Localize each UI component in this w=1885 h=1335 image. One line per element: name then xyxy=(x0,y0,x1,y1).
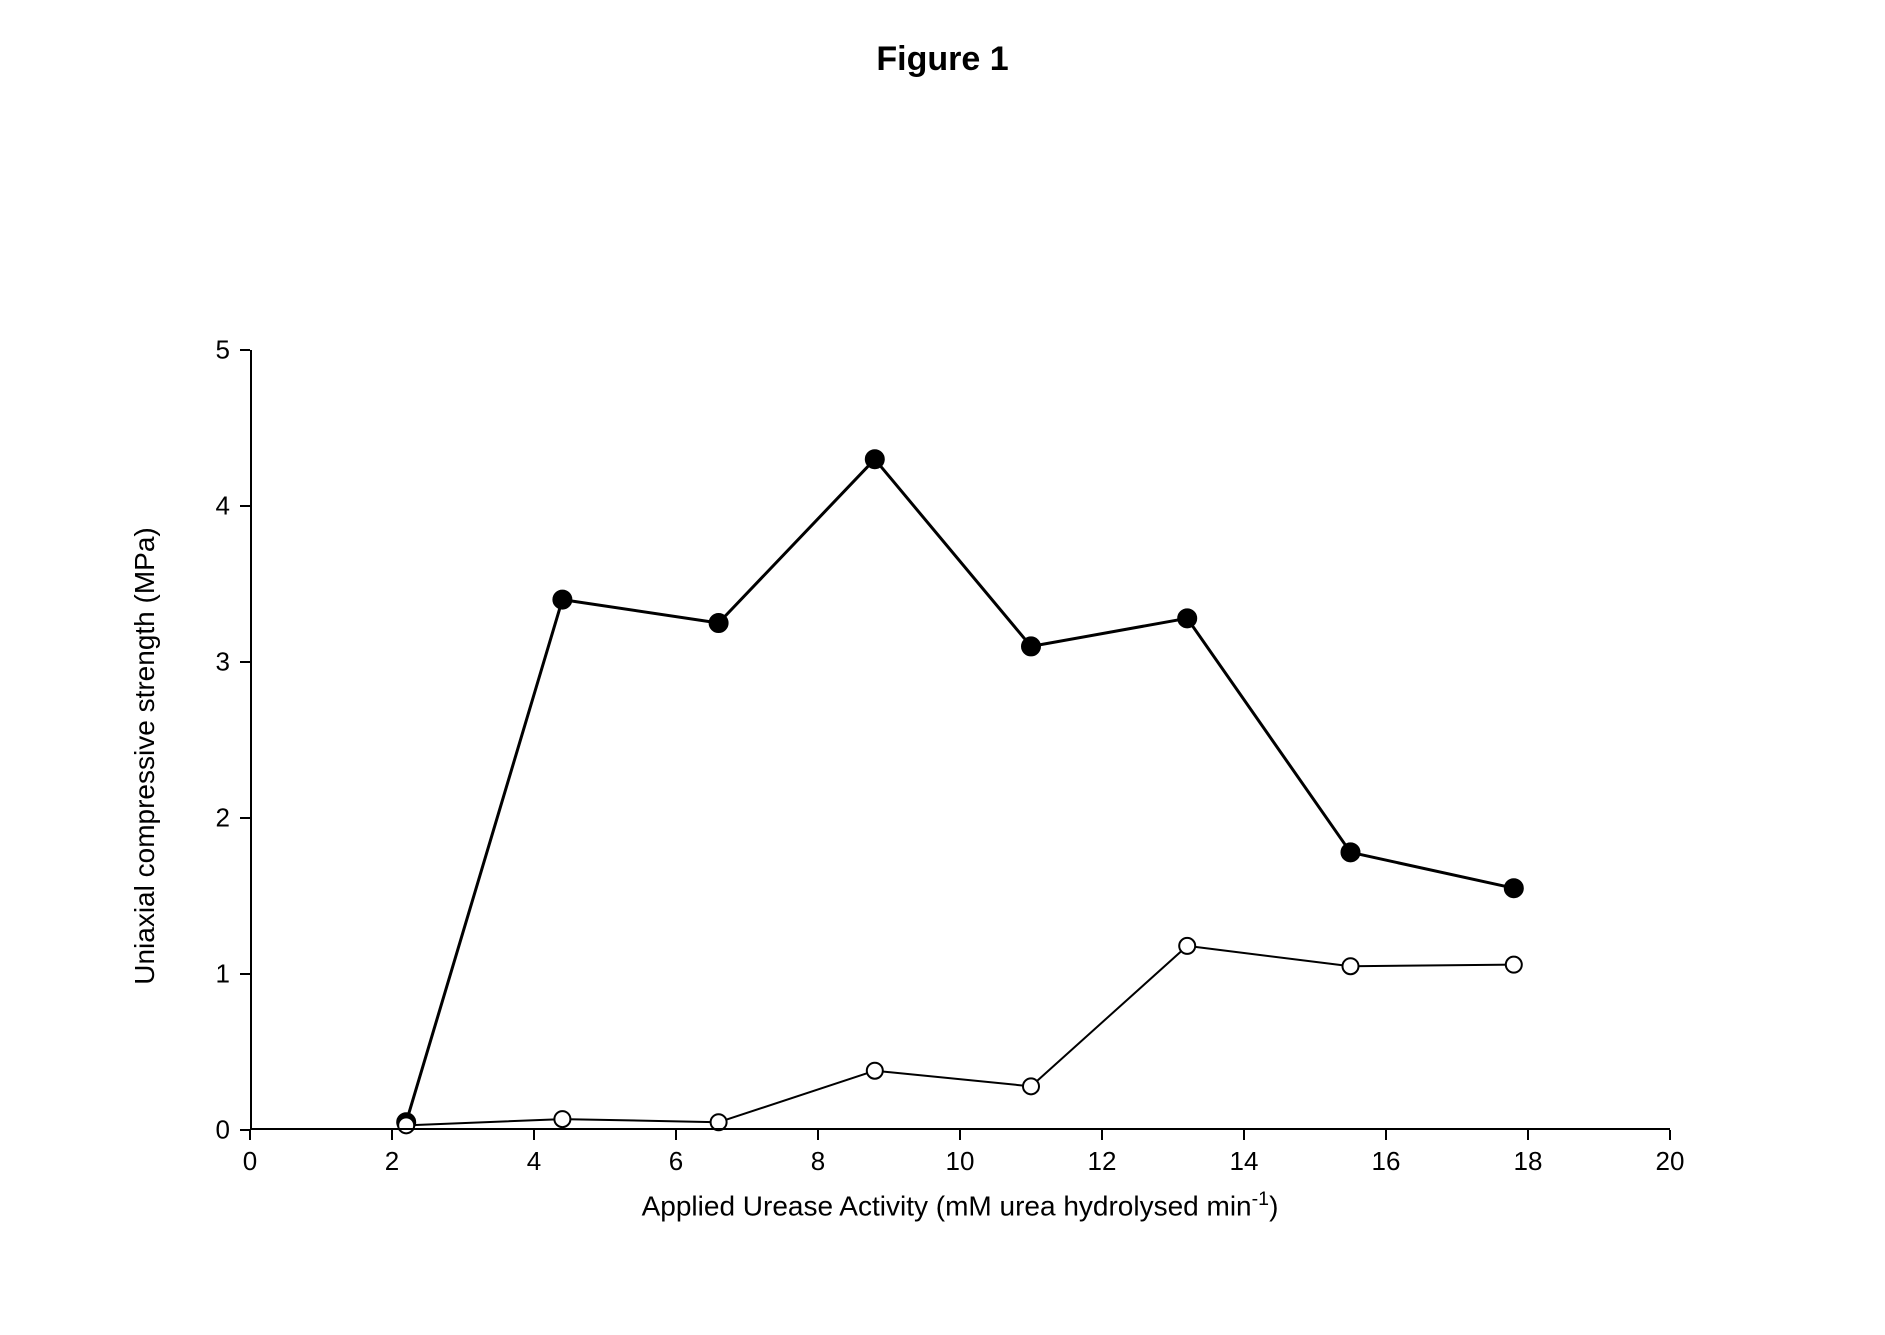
x-tick-label: 4 xyxy=(527,1146,541,1177)
x-tick-label: 0 xyxy=(243,1146,257,1177)
series-marker-open xyxy=(1343,958,1359,974)
y-tick-label: 1 xyxy=(200,959,230,990)
y-tick xyxy=(240,505,250,507)
x-tick-label: 10 xyxy=(946,1146,975,1177)
x-tick xyxy=(1243,1130,1245,1140)
x-tick xyxy=(249,1130,251,1140)
y-tick-label: 2 xyxy=(200,803,230,834)
y-tick xyxy=(240,661,250,663)
y-tick-label: 4 xyxy=(200,491,230,522)
series-marker-filled xyxy=(553,591,571,609)
x-tick-label: 16 xyxy=(1372,1146,1401,1177)
y-tick xyxy=(240,973,250,975)
series-marker-open xyxy=(1023,1078,1039,1094)
series-marker-open xyxy=(1179,938,1195,954)
y-tick xyxy=(240,1129,250,1131)
y-axis xyxy=(250,350,252,1130)
x-tick xyxy=(1669,1130,1671,1140)
y-tick-label: 0 xyxy=(200,1115,230,1146)
x-tick xyxy=(959,1130,961,1140)
plot-area xyxy=(250,350,1670,1130)
y-tick xyxy=(240,817,250,819)
figure-title: Figure 1 xyxy=(0,40,1885,79)
x-tick-label: 8 xyxy=(811,1146,825,1177)
y-axis-label: Uniaxial compressive strength (MPa) xyxy=(129,527,161,985)
series-marker-open xyxy=(1506,957,1522,973)
series-marker-filled xyxy=(1178,609,1196,627)
chart-svg xyxy=(250,350,1670,1130)
x-tick xyxy=(1385,1130,1387,1140)
y-tick-label: 3 xyxy=(200,647,230,678)
series-marker-filled xyxy=(1505,879,1523,897)
series-marker-open xyxy=(554,1111,570,1127)
x-tick xyxy=(533,1130,535,1140)
x-tick xyxy=(1101,1130,1103,1140)
x-tick-label: 20 xyxy=(1656,1146,1685,1177)
series-marker-open xyxy=(398,1117,414,1133)
y-tick-label: 5 xyxy=(200,335,230,366)
x-axis-label: Applied Urease Activity (mM urea hydroly… xyxy=(642,1188,1279,1222)
x-tick-label: 18 xyxy=(1514,1146,1543,1177)
x-tick-label: 2 xyxy=(385,1146,399,1177)
x-tick-label: 14 xyxy=(1230,1146,1259,1177)
series-marker-filled xyxy=(1022,637,1040,655)
series-marker-open xyxy=(867,1063,883,1079)
x-tick-label: 6 xyxy=(669,1146,683,1177)
x-tick xyxy=(675,1130,677,1140)
series-marker-filled xyxy=(710,614,728,632)
x-tick xyxy=(1527,1130,1529,1140)
x-tick-label: 12 xyxy=(1088,1146,1117,1177)
series-marker-filled xyxy=(1342,843,1360,861)
y-tick xyxy=(240,349,250,351)
x-tick xyxy=(817,1130,819,1140)
x-tick xyxy=(391,1130,393,1140)
series-marker-filled xyxy=(866,450,884,468)
figure-container: Figure 1 Uniaxial compressive strength (… xyxy=(0,0,1885,1335)
series-line-filled xyxy=(406,459,1514,1122)
